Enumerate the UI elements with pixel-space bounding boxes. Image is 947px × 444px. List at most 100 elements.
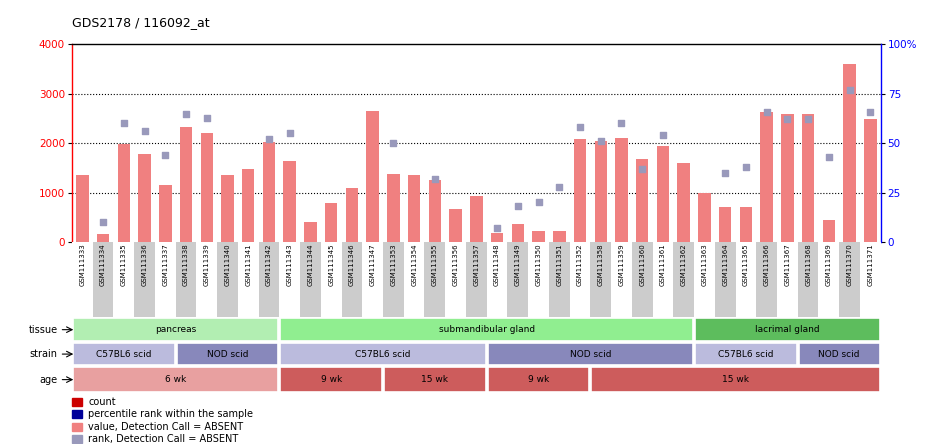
Bar [802, 114, 814, 242]
Text: GSM111346: GSM111346 [348, 243, 355, 286]
Bar [73, 343, 174, 365]
Bar [159, 185, 171, 242]
Text: GDS2178 / 116092_at: GDS2178 / 116092_at [72, 16, 209, 29]
Text: GSM111362: GSM111362 [681, 243, 687, 286]
Point [718, 169, 733, 176]
Text: 9 wk: 9 wk [320, 375, 342, 384]
Text: GSM111340: GSM111340 [224, 243, 230, 286]
Bar [73, 367, 278, 392]
Text: GSM111344: GSM111344 [308, 243, 313, 286]
Bar [570, 242, 590, 317]
Point [199, 114, 214, 121]
Bar [491, 233, 503, 242]
Bar [321, 242, 342, 317]
Text: GSM111341: GSM111341 [245, 243, 251, 286]
Bar [450, 209, 462, 242]
Bar [72, 242, 93, 317]
Text: 15 wk: 15 wk [421, 375, 448, 384]
Point [490, 225, 505, 232]
Bar [590, 242, 611, 317]
Text: GSM111363: GSM111363 [702, 243, 707, 286]
Bar [93, 242, 114, 317]
Point [634, 165, 650, 172]
Bar [818, 242, 839, 317]
Bar [117, 144, 130, 242]
Bar [553, 230, 565, 242]
Point [282, 130, 297, 137]
Bar [487, 242, 508, 317]
Text: tissue: tissue [28, 325, 58, 335]
Bar [695, 343, 796, 365]
Bar [466, 242, 487, 317]
Text: GSM111337: GSM111337 [162, 243, 169, 286]
Point [655, 132, 670, 139]
Bar [76, 175, 89, 242]
Text: GSM111333: GSM111333 [80, 243, 85, 286]
Bar [73, 318, 278, 341]
Text: GSM111369: GSM111369 [826, 243, 831, 286]
Bar [528, 242, 549, 317]
Text: GSM111364: GSM111364 [723, 243, 728, 286]
Text: submandibular gland: submandibular gland [438, 325, 535, 334]
Text: GSM111351: GSM111351 [556, 243, 563, 286]
Text: GSM111334: GSM111334 [100, 243, 106, 286]
Text: GSM111368: GSM111368 [805, 243, 812, 286]
Text: value, Detection Call = ABSENT: value, Detection Call = ABSENT [88, 422, 243, 432]
Bar [280, 367, 382, 392]
Text: GSM111352: GSM111352 [577, 243, 583, 286]
Point [739, 163, 754, 170]
Bar [259, 242, 279, 317]
Bar [97, 234, 109, 242]
Point [842, 86, 857, 93]
Bar [757, 242, 777, 317]
Bar [155, 242, 175, 317]
Bar [740, 207, 752, 242]
Text: GSM111339: GSM111339 [204, 243, 210, 286]
Bar [844, 64, 856, 242]
Text: percentile rank within the sample: percentile rank within the sample [88, 409, 253, 419]
Text: GSM111359: GSM111359 [618, 243, 624, 286]
Text: GSM111357: GSM111357 [474, 243, 479, 286]
Bar [616, 138, 628, 242]
Text: rank, Detection Call = ABSENT: rank, Detection Call = ABSENT [88, 434, 239, 444]
Bar [488, 343, 693, 365]
Text: GSM111358: GSM111358 [598, 243, 604, 286]
Point [178, 110, 193, 117]
Bar [823, 220, 835, 242]
Text: NOD scid: NOD scid [206, 349, 248, 359]
Point [821, 154, 836, 161]
Bar [403, 242, 424, 317]
Text: GSM111361: GSM111361 [660, 243, 666, 286]
Bar [511, 224, 524, 242]
Text: GSM111365: GSM111365 [742, 243, 749, 286]
Point [759, 108, 775, 115]
Bar [549, 242, 570, 317]
Bar [279, 242, 300, 317]
Bar [175, 242, 196, 317]
Bar [611, 242, 632, 317]
Text: 15 wk: 15 wk [722, 375, 749, 384]
Bar [860, 242, 881, 317]
Bar [424, 242, 445, 317]
Text: age: age [40, 375, 58, 385]
Bar [470, 195, 483, 242]
Text: GSM111345: GSM111345 [329, 243, 334, 286]
Bar [532, 230, 545, 242]
Bar [217, 242, 238, 317]
Text: GSM111350: GSM111350 [536, 243, 542, 286]
Point [96, 219, 111, 226]
Text: GSM111343: GSM111343 [287, 243, 293, 286]
Bar [677, 163, 690, 242]
Text: GSM111353: GSM111353 [390, 243, 397, 286]
Text: 9 wk: 9 wk [527, 375, 549, 384]
Bar [595, 141, 607, 242]
Bar [383, 242, 403, 317]
Point [572, 124, 587, 131]
Bar [222, 175, 234, 242]
Text: GSM111338: GSM111338 [183, 243, 189, 286]
Bar [366, 111, 379, 242]
Text: C57BL6 scid: C57BL6 scid [96, 349, 152, 359]
Bar [736, 242, 757, 317]
Bar [363, 242, 383, 317]
Bar [715, 242, 736, 317]
